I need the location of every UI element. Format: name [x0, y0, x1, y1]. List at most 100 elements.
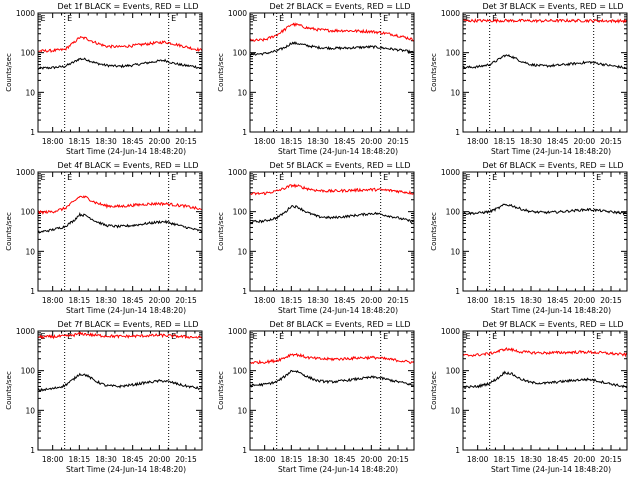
series-line-lld [37, 36, 203, 54]
x-tick-label: 18:30 [307, 137, 329, 146]
panel-4: Det 4f BLACK = Events, RED = LLD Counts/s… [5, 161, 203, 315]
x-tick-label: 18:00 [42, 137, 64, 146]
y-axis-label: Counts/sec [217, 371, 225, 410]
y-tick-label: 10 [450, 247, 460, 256]
panel-2: Det 2f BLACK = Events, RED = LLD Counts/s… [217, 2, 415, 156]
series-line-events [249, 41, 415, 56]
y-tick-label: 10 [25, 406, 35, 415]
y-tick-label: 10 [25, 88, 35, 97]
series-line-lld [37, 195, 203, 215]
series-line-lld [462, 347, 628, 358]
panel-title: Det 2f BLACK = Events, RED = LLD [269, 2, 410, 11]
y-tick-label: 10 [450, 88, 460, 97]
x-tick-label: 18:45 [334, 455, 356, 464]
x-tick-label: 18:15 [494, 455, 516, 464]
x-tick-label: 18:45 [334, 137, 356, 146]
x-tick-label: 18:15 [69, 137, 91, 146]
x-axis-label: Start Time (24-Jun-14 18:48:20) [66, 306, 186, 315]
event-marker-label: E [596, 332, 601, 341]
panel-title: Det 5f BLACK = Events, RED = LLD [269, 161, 410, 170]
event-marker-label: E [492, 173, 497, 182]
y-tick-label: 100 [233, 367, 248, 376]
x-tick-label: 20:15 [387, 137, 409, 146]
panel-1: Det 1f BLACK = Events, RED = LLD Counts/s… [5, 2, 203, 156]
y-tick-label: 1 [455, 446, 460, 455]
x-tick-label: 18:00 [467, 296, 489, 305]
x-tick-label: 18:15 [281, 137, 303, 146]
y-axis-label: Counts/sec [217, 53, 225, 92]
event-marker-label: E [40, 173, 45, 182]
x-tick-label: 18:45 [122, 455, 144, 464]
event-marker-label: E [492, 14, 497, 23]
y-tick-label: 1 [30, 128, 35, 137]
y-tick-label: 100 [21, 367, 36, 376]
series-line-lld [249, 22, 415, 42]
x-tick-label: 18:45 [122, 296, 144, 305]
plot-frame [462, 330, 628, 451]
y-tick-label: 1 [242, 128, 247, 137]
x-tick-label: 18:30 [95, 296, 117, 305]
plot-frame [249, 171, 415, 292]
x-tick-label: 18:45 [122, 137, 144, 146]
plot-frame [462, 171, 628, 292]
series-line-events [249, 205, 415, 224]
x-tick-label: 20:00 [574, 455, 596, 464]
y-tick-label: 1000 [441, 9, 460, 18]
y-tick-label: 1 [30, 287, 35, 296]
y-axis-label: Counts/sec [5, 371, 13, 410]
plot-frame [37, 330, 203, 451]
event-marker-label: E [252, 332, 257, 341]
plot-frame [249, 12, 415, 133]
event-marker-label: E [596, 173, 601, 182]
x-tick-label: 20:00 [361, 137, 383, 146]
x-tick-label: 18:30 [520, 137, 542, 146]
event-marker-label: E [279, 173, 284, 182]
x-tick-label: 18:15 [494, 137, 516, 146]
x-tick-label: 20:00 [149, 137, 171, 146]
x-axis-label: Start Time (24-Jun-14 18:48:20) [491, 306, 611, 315]
plot-frame [462, 12, 628, 133]
x-tick-label: 18:00 [254, 296, 276, 305]
x-tick-label: 20:15 [600, 296, 622, 305]
x-tick-label: 20:15 [600, 455, 622, 464]
x-tick-label: 20:00 [574, 137, 596, 146]
event-marker-label: E [465, 332, 470, 341]
y-tick-label: 10 [25, 247, 35, 256]
series-line-lld [249, 183, 415, 196]
y-tick-label: 100 [446, 367, 461, 376]
x-tick-label: 18:45 [547, 137, 569, 146]
x-axis-label: Start Time (24-Jun-14 18:48:20) [66, 465, 186, 474]
event-marker-label: E [279, 332, 284, 341]
event-marker-label: E [67, 173, 72, 182]
y-tick-label: 1000 [16, 9, 35, 18]
event-marker-label: E [171, 332, 176, 341]
plot-frame [249, 330, 415, 451]
y-tick-label: 10 [237, 247, 247, 256]
x-axis-label: Start Time (24-Jun-14 18:48:20) [278, 465, 398, 474]
panel-title: Det 8f BLACK = Events, RED = LLD [269, 320, 410, 329]
x-tick-label: 18:30 [520, 296, 542, 305]
y-tick-label: 1 [242, 287, 247, 296]
plot-frame [37, 171, 203, 292]
y-tick-label: 1000 [228, 168, 247, 177]
y-axis-label: Counts/sec [5, 53, 13, 92]
event-marker-label: E [596, 14, 601, 23]
panel-5: Det 5f BLACK = Events, RED = LLD Counts/s… [217, 161, 415, 315]
y-tick-label: 1000 [228, 327, 247, 336]
event-marker-label: E [383, 173, 388, 182]
x-tick-label: 18:30 [95, 455, 117, 464]
x-tick-label: 18:00 [42, 296, 64, 305]
panel-6: Det 6f BLACK = Events, RED = LLD Counts/s… [430, 161, 628, 315]
x-tick-label: 20:00 [149, 296, 171, 305]
x-tick-label: 20:00 [149, 455, 171, 464]
x-tick-label: 18:15 [69, 296, 91, 305]
panel-7: Det 7f BLACK = Events, RED = LLD Counts/s… [5, 320, 203, 474]
series-line-events [462, 370, 628, 389]
y-axis-label: Counts/sec [430, 212, 438, 251]
x-tick-label: 20:00 [574, 296, 596, 305]
y-tick-label: 1 [455, 128, 460, 137]
x-tick-label: 18:30 [307, 296, 329, 305]
event-marker-label: E [465, 14, 470, 23]
